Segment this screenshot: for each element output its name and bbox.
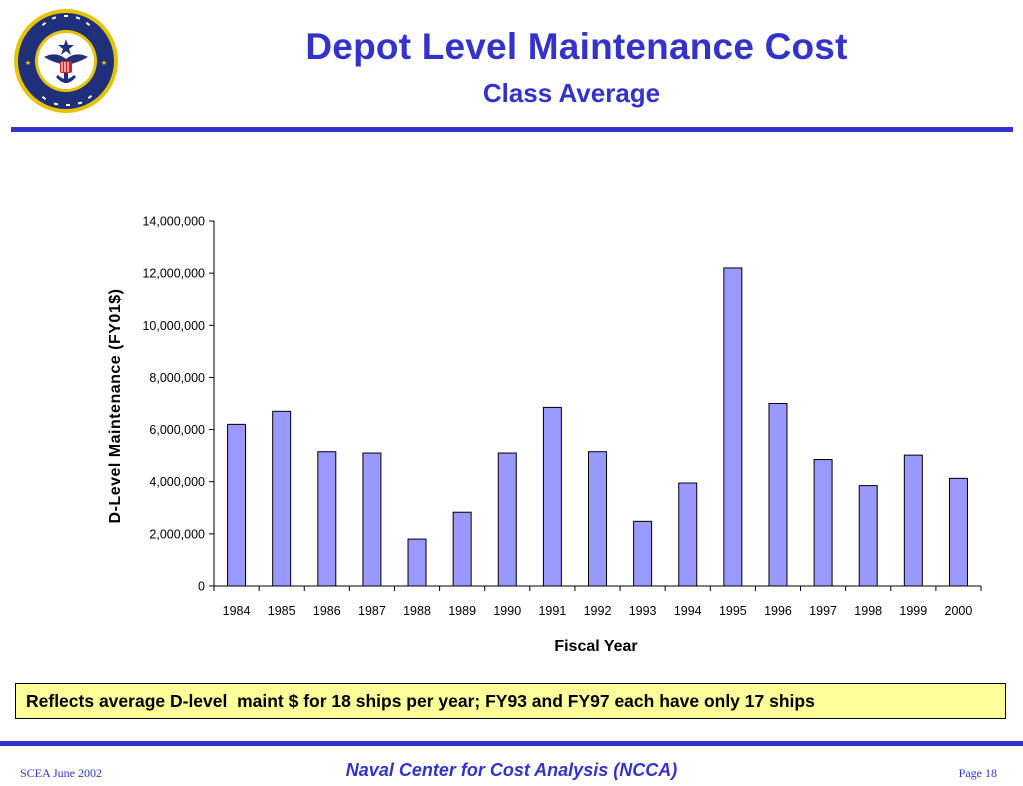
- x-axis-ticks: 1984 1985 1986 1987 1988 1989 1990 1991 1992 1993…: [213, 586, 982, 618]
- y-tick-label: 2,000,000: [149, 527, 205, 541]
- bar-1986: [317, 451, 337, 587]
- ncca-seal-logo: [12, 7, 120, 115]
- bar-1991: [542, 406, 562, 587]
- bar-1998: [858, 485, 878, 587]
- bar-1987: [362, 452, 382, 587]
- y-tick-label: 12,000,000: [142, 267, 205, 281]
- x-tick-label: 1986: [313, 604, 341, 618]
- chart-footnote: Reflects average D-level maint $ for 18 …: [15, 683, 1006, 719]
- x-tick-label: 1984: [223, 604, 251, 618]
- bar-chart: 0 2,000,000 4,000,000 6,000,000 8,000,000 10,…: [107, 215, 982, 655]
- bar-1985: [272, 410, 292, 587]
- y-tick-label: 14,000,000: [142, 215, 205, 229]
- header-divider: [11, 127, 1013, 132]
- bar-1993: [633, 520, 653, 587]
- bar-1999: [903, 454, 923, 587]
- bar-1994: [678, 482, 698, 587]
- x-tick-label: 2000: [945, 604, 973, 618]
- bar-1995: [723, 267, 743, 587]
- y-tick-label: 0: [198, 580, 205, 594]
- bar-2000: [948, 477, 968, 587]
- y-axis-ticks: 0 2,000,000 4,000,000 6,000,000 8,000,000 10,…: [142, 215, 214, 594]
- x-tick-label: 1991: [538, 604, 566, 618]
- y-tick-label: 10,000,000: [142, 319, 205, 333]
- bar-1984: [227, 423, 247, 587]
- x-tick-label: 1996: [764, 604, 792, 618]
- bar-1988: [407, 538, 427, 587]
- y-tick-label: 8,000,000: [149, 371, 205, 385]
- y-tick-label: 6,000,000: [149, 423, 205, 437]
- x-tick-label: 1992: [584, 604, 612, 618]
- x-tick-label: 1989: [448, 604, 476, 618]
- y-tick-label: 4,000,000: [149, 475, 205, 489]
- x-tick-label: 1998: [854, 604, 882, 618]
- bar-1992: [588, 451, 607, 587]
- footer-divider: [0, 741, 1023, 746]
- x-tick-label: 1990: [493, 604, 521, 618]
- x-tick-label: 1987: [358, 604, 386, 618]
- bar-1990: [497, 452, 517, 587]
- x-tick-label: 1999: [899, 604, 927, 618]
- x-tick-label: 1994: [674, 604, 702, 618]
- bar-1989: [452, 511, 472, 587]
- x-tick-label: 1988: [403, 604, 431, 618]
- page-title: Depot Level Maintenance Cost: [305, 26, 848, 67]
- x-tick-label: 1995: [719, 604, 747, 618]
- x-tick-label: 1997: [809, 604, 837, 618]
- footer-page-number: Page 18: [958, 766, 997, 780]
- bar-1997: [813, 459, 833, 587]
- chart-bars: [227, 267, 968, 587]
- x-tick-label: 1985: [268, 604, 296, 618]
- x-tick-label: 1993: [629, 604, 657, 618]
- bar-1996: [768, 403, 788, 587]
- x-axis-label: Fiscal Year: [554, 638, 637, 655]
- y-axis-label: D-Level Maintenance (FY01$): [107, 289, 124, 524]
- footer-organization: Naval Center for Cost Analysis (NCCA): [345, 760, 678, 780]
- page-subtitle: Class Average: [482, 78, 661, 108]
- footer-event: SCEA June 2002: [20, 766, 103, 780]
